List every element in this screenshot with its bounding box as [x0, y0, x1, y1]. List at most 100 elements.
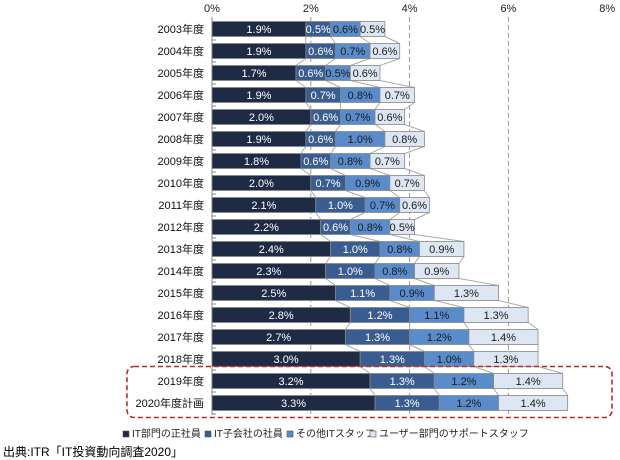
legend-swatch: [286, 430, 294, 438]
series-connector: [404, 124, 425, 132]
x-tick-label: 0%: [204, 3, 220, 15]
data-label: 1.0%: [348, 134, 373, 146]
bar-segment: [493, 373, 564, 389]
data-label: 1.3%: [390, 376, 415, 388]
series-connector: [359, 36, 371, 44]
series-connector: [414, 234, 465, 242]
data-label: 2.0%: [249, 112, 274, 124]
series-connector: [345, 344, 361, 352]
series-connector: [424, 366, 435, 374]
series-connector: [389, 300, 410, 308]
category-label: 2007年度: [158, 110, 204, 124]
series-connector: [350, 80, 381, 88]
series-connector: [325, 256, 331, 264]
series-connector: [374, 256, 381, 264]
category-label: 2010年度: [158, 176, 204, 190]
series-connector: [404, 168, 425, 176]
bar-segment: [349, 65, 381, 81]
data-label: 2.1%: [251, 200, 276, 212]
data-label: 1.3%: [380, 354, 405, 366]
data-label: 1.2%: [451, 376, 476, 388]
bar-segment: [384, 131, 425, 147]
data-label: 0.5%: [325, 68, 350, 80]
series-connector: [335, 124, 341, 132]
data-label: 1.0%: [338, 266, 363, 278]
data-label: 1.4%: [516, 376, 541, 388]
series-connector: [359, 366, 371, 374]
series-connector: [389, 234, 420, 242]
series-connector: [527, 322, 539, 330]
bar-segment: [419, 241, 465, 257]
data-label: 1.0%: [343, 244, 368, 256]
legend-label: ユーザー部門のサポートスタッフ: [379, 427, 529, 440]
series-connector: [300, 146, 307, 154]
data-label: 1.2%: [367, 310, 392, 322]
series-connector: [310, 190, 317, 198]
series-connector: [424, 190, 430, 198]
data-label: 0.7%: [316, 178, 341, 190]
bar-segment: [359, 21, 386, 37]
data-label: 0.6%: [308, 46, 333, 58]
data-label: 1.9%: [246, 90, 271, 102]
data-label: 1.7%: [241, 68, 266, 80]
data-label: 1.0%: [437, 354, 462, 366]
data-label: 1.3%: [365, 332, 390, 344]
bar-segment: [463, 307, 529, 323]
series-connector: [414, 256, 420, 264]
bar-segment: [374, 109, 406, 125]
category-label: 2014年度: [158, 264, 204, 278]
data-label: 0.6%: [353, 68, 378, 80]
series-connector: [404, 146, 425, 154]
series-connector: [404, 102, 415, 110]
x-tick-label: 2%: [303, 3, 319, 15]
data-label: 0.6%: [377, 112, 402, 124]
series-connector: [384, 36, 400, 44]
data-label: 3.2%: [279, 376, 304, 388]
category-label: 2020年度計画: [136, 396, 204, 410]
category-label: 2005年度: [158, 66, 204, 80]
data-label: 0.8%: [358, 222, 383, 234]
data-label: 0.7%: [370, 200, 395, 212]
series-connector: [330, 146, 336, 154]
data-label: 1.9%: [246, 134, 271, 146]
series-connector: [379, 80, 415, 88]
data-label: 0.5%: [390, 222, 415, 234]
data-label: 1.2%: [427, 332, 452, 344]
series-connector: [562, 388, 569, 396]
data-label: 1.1%: [350, 288, 375, 300]
data-label: 1.4%: [521, 398, 546, 410]
data-label: 0.6%: [303, 156, 328, 168]
series-connector: [315, 212, 322, 220]
data-label: 3.3%: [281, 398, 306, 410]
data-label: 0.8%: [392, 134, 417, 146]
series-connector: [344, 322, 351, 330]
legend-swatch: [369, 430, 377, 438]
legend-label: IT部門の正社員: [132, 427, 201, 440]
source-note: 出典:ITR「IT投資動向調査2020」: [3, 445, 184, 459]
series-connector: [374, 102, 381, 110]
data-label: 2.2%: [254, 222, 279, 234]
data-label: 0.9%: [424, 266, 449, 278]
bar-segment: [498, 395, 569, 411]
data-label: 0.9%: [355, 178, 380, 190]
data-label: 1.3%: [454, 288, 479, 300]
category-label: 2006年度: [158, 88, 204, 102]
series-connector: [300, 168, 312, 176]
category-label: 2003年度: [158, 22, 204, 36]
data-label: 0.7%: [395, 178, 420, 190]
legend-label: その他ITスタッフ: [296, 427, 375, 440]
data-label: 0.6%: [372, 46, 397, 58]
series-connector: [320, 234, 331, 242]
data-label: 0.7%: [311, 90, 336, 102]
bar-segment: [433, 285, 499, 301]
data-label: 0.7%: [385, 90, 410, 102]
data-label: 2.5%: [261, 288, 286, 300]
bar-segment: [389, 175, 425, 191]
series-connector: [335, 300, 351, 308]
data-label: 1.3%: [395, 398, 420, 410]
data-label: 0.7%: [340, 46, 365, 58]
category-label: 2016年度: [158, 308, 204, 322]
series-connector: [350, 234, 381, 242]
data-label: 1.0%: [328, 200, 353, 212]
